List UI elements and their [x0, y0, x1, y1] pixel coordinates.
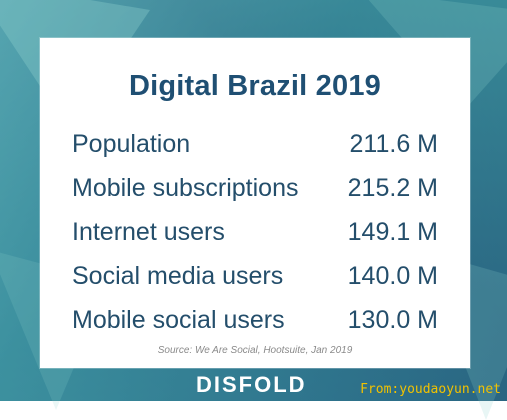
- stat-row-social-media-users: Social media users 140.0 M: [72, 254, 438, 298]
- stat-label: Internet users: [72, 217, 225, 246]
- stat-row-mobile-social-users: Mobile social users 130.0 M: [72, 298, 438, 342]
- stat-row-internet-users: Internet users 149.1 M: [72, 210, 438, 254]
- brand-logo: DISFOLD: [196, 372, 307, 397]
- stat-value: 140.0 M: [347, 261, 438, 290]
- stat-value: 149.1 M: [347, 217, 438, 246]
- stat-label: Population: [72, 129, 191, 158]
- stat-value: 130.0 M: [347, 305, 438, 334]
- stat-row-mobile-subscriptions: Mobile subscriptions 215.2 M: [72, 166, 438, 210]
- stat-value: 215.2 M: [347, 173, 438, 202]
- stats-card: Digital Brazil 2019 Population 211.6 M M…: [40, 38, 470, 368]
- watermark-text: From:youdaoyun.net: [360, 382, 501, 397]
- stat-label: Mobile subscriptions: [72, 173, 299, 202]
- source-note: Source: We Are Social, Hootsuite, Jan 20…: [157, 345, 353, 356]
- stat-value: 211.6 M: [349, 129, 438, 158]
- stat-label: Mobile social users: [72, 305, 285, 334]
- stat-row-population: Population 211.6 M: [72, 122, 438, 166]
- stat-label: Social media users: [72, 261, 284, 290]
- page-title: Digital Brazil 2019: [128, 70, 381, 102]
- stats-list: Population 211.6 M Mobile subscriptions …: [72, 122, 438, 342]
